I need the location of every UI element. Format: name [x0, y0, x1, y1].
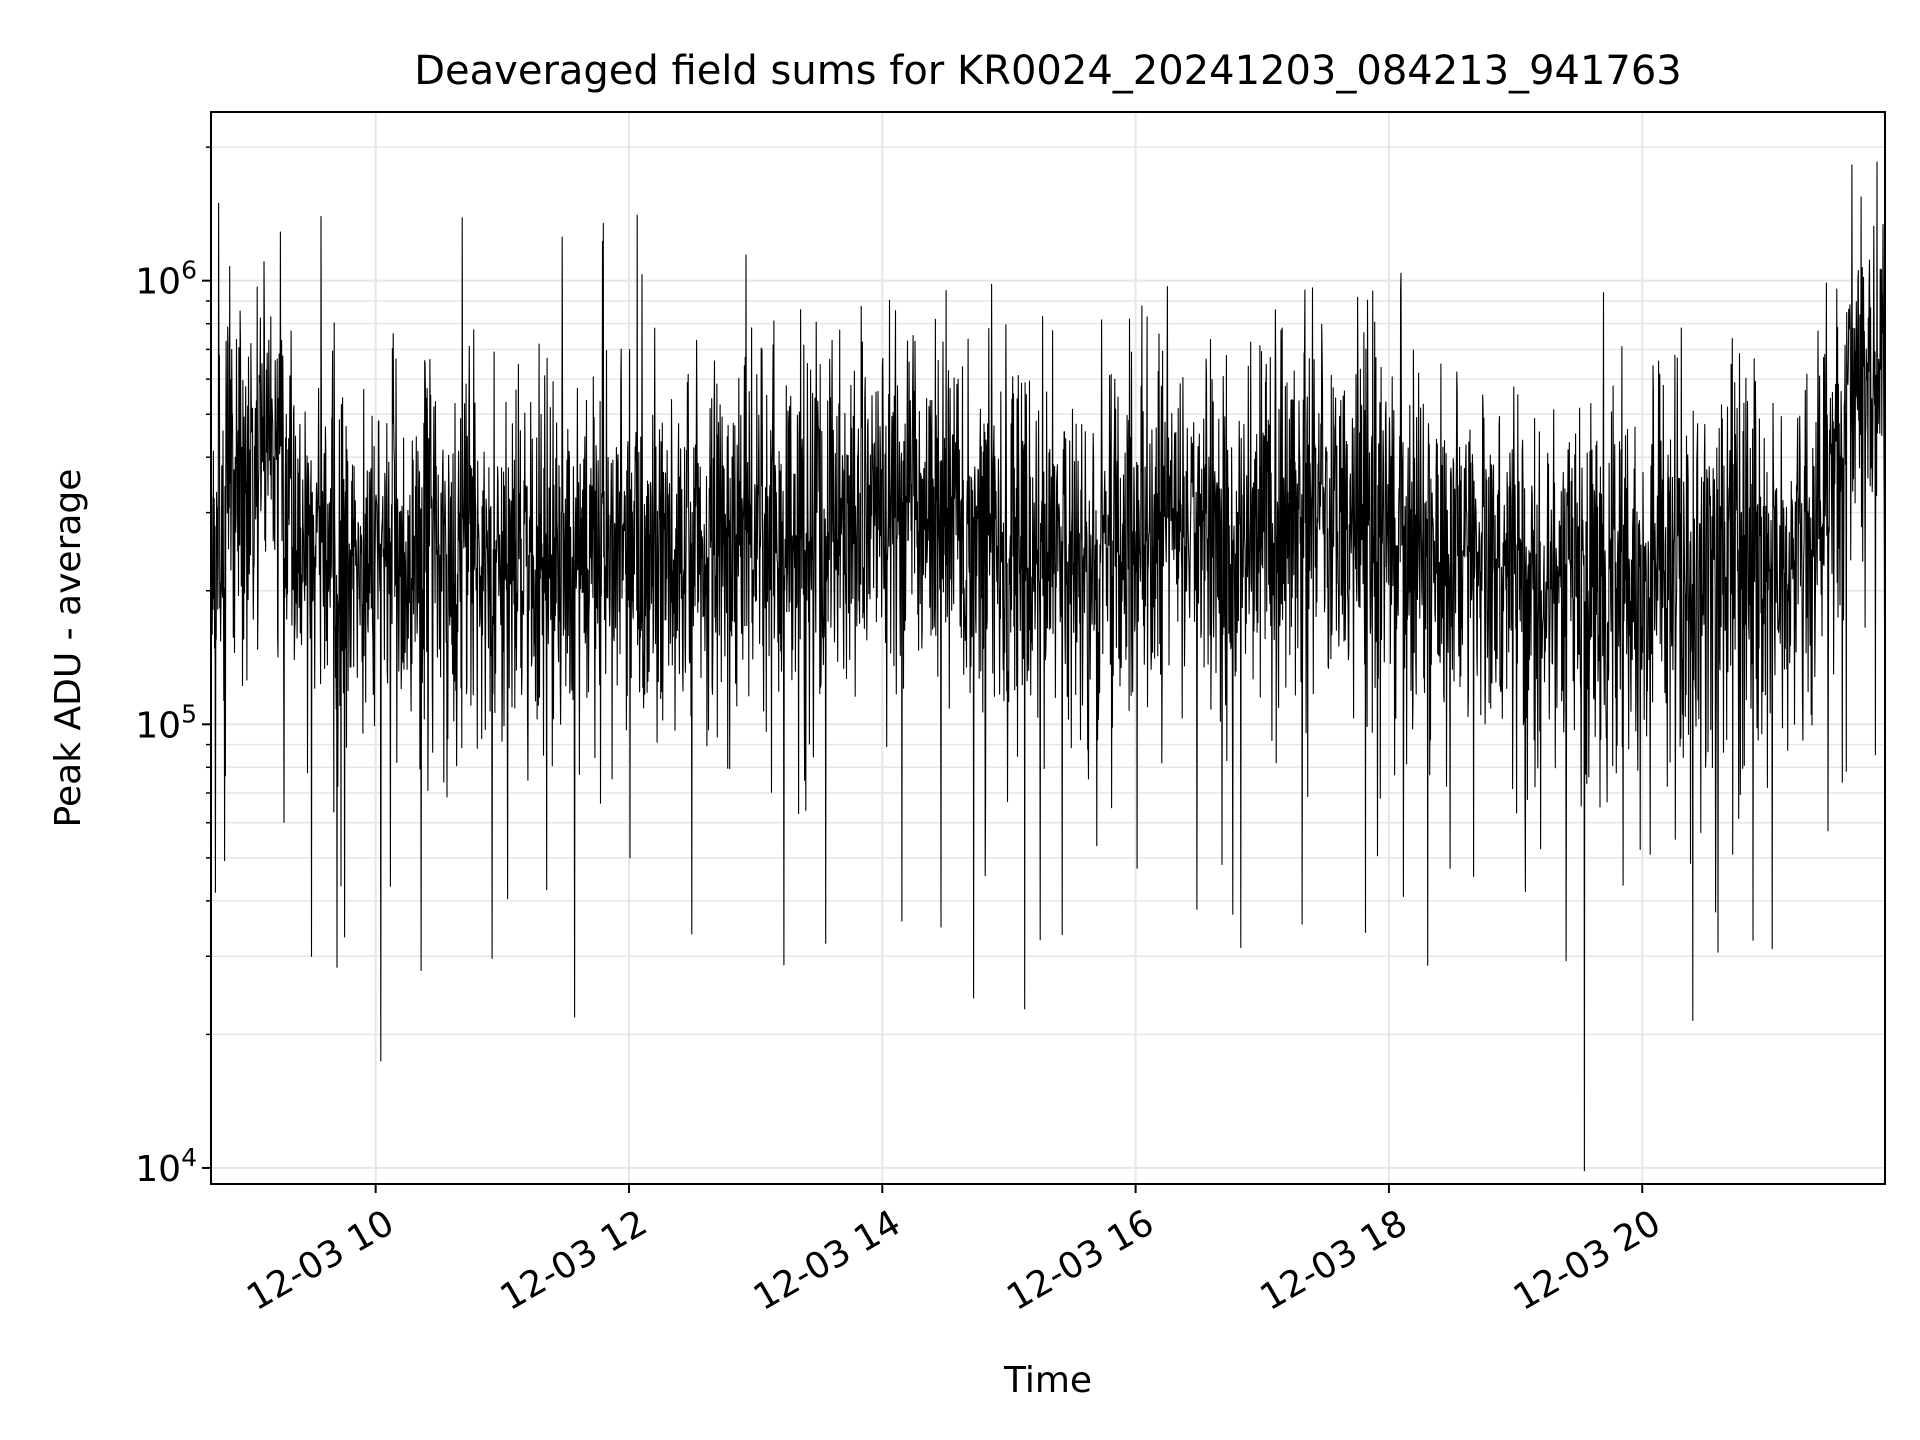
y-axis-label: Peak ADU - average [48, 469, 89, 828]
plot-frame [210, 111, 1886, 1185]
x-tick-label: 12-03 12 [494, 1202, 655, 1318]
y-tick-label: 105 [135, 699, 197, 746]
y-tick-label: 104 [135, 1143, 197, 1190]
chart-title: Deaveraged field sums for KR0024_2024120… [414, 48, 1682, 94]
x-tick-label: 12-03 20 [1507, 1202, 1668, 1318]
x-axis-label: Time [1003, 1360, 1092, 1401]
y-tick-label: 106 [135, 256, 197, 303]
x-tick-label: 12-03 18 [1254, 1202, 1415, 1318]
x-tick-label: 12-03 16 [1000, 1202, 1161, 1318]
series-line [210, 161, 1886, 1172]
x-tick-label: 12-03 10 [240, 1202, 401, 1318]
grid [211, 112, 1885, 1184]
x-tick-label: 12-03 14 [747, 1202, 908, 1318]
